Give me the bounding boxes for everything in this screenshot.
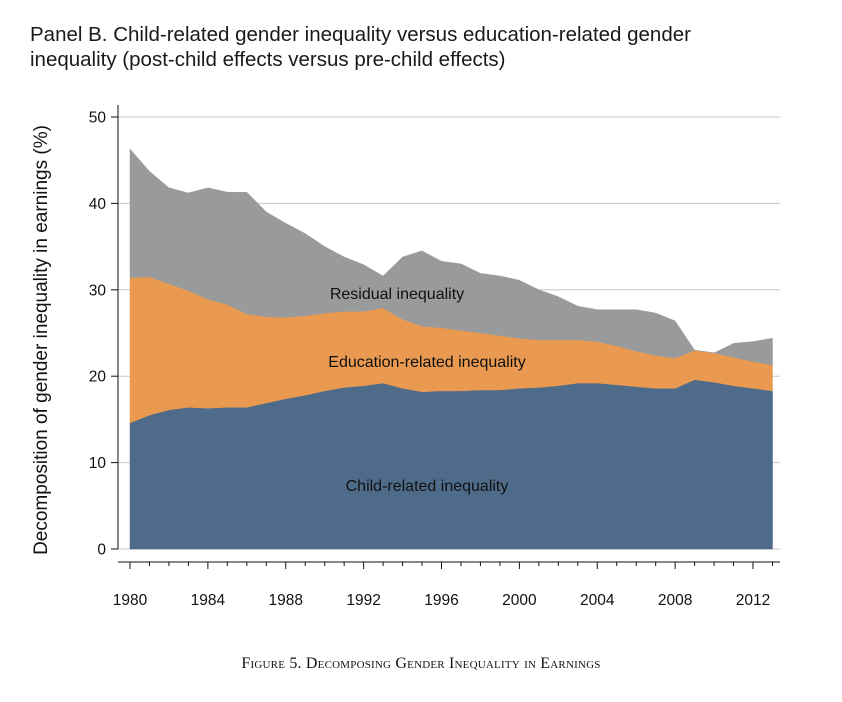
series-label-1: Child-related inequality <box>346 478 509 495</box>
chart-title: Panel B. Child-related gender inequality… <box>30 22 810 72</box>
y-tick-label-40: 40 <box>89 196 107 213</box>
series-label-2: Education-related inequality <box>328 354 525 371</box>
x-tick-label-2008: 2008 <box>658 592 692 609</box>
x-tick-label-1988: 1988 <box>269 592 303 609</box>
region-labels: Child-related inequality Education-relate… <box>328 286 525 495</box>
figure-caption: Figure 5. Decomposing Gender Inequality … <box>241 655 601 672</box>
y-axis-label: Decomposition of gender inequality in ea… <box>31 125 52 555</box>
stacked-area-chart: 0 10 20 30 40 50 1980 1984 1988 1992 1996 2000 2004 2… <box>31 105 780 609</box>
x-tick-label-2012: 2012 <box>736 592 770 609</box>
y-tick-label-0: 0 <box>97 542 106 559</box>
x-tick-label-1984: 1984 <box>191 592 226 609</box>
x-tick-label-1996: 1996 <box>424 592 458 609</box>
y-tick-label-20: 20 <box>89 369 107 386</box>
chart-title-line-1: Panel B. Child-related gender inequality… <box>30 23 691 46</box>
x-tick-label-2004: 2004 <box>580 592 615 609</box>
y-tick-label-50: 50 <box>89 110 107 127</box>
y-tick-label-10: 10 <box>89 455 107 472</box>
series-label-3: Residual inequality <box>330 286 464 303</box>
axes: 0 10 20 30 40 50 1980 1984 1988 1992 1996 2000 2004 2… <box>89 105 780 609</box>
y-tick-label-30: 30 <box>89 282 107 299</box>
chart-title-line-2: inequality (post-child effects versus pr… <box>30 48 506 71</box>
area-series-3 <box>129 148 773 366</box>
x-tick-label-1992: 1992 <box>346 592 380 609</box>
areas <box>129 148 773 550</box>
x-tick-label-1980: 1980 <box>113 592 148 609</box>
x-tick-label-2000: 2000 <box>502 592 537 609</box>
